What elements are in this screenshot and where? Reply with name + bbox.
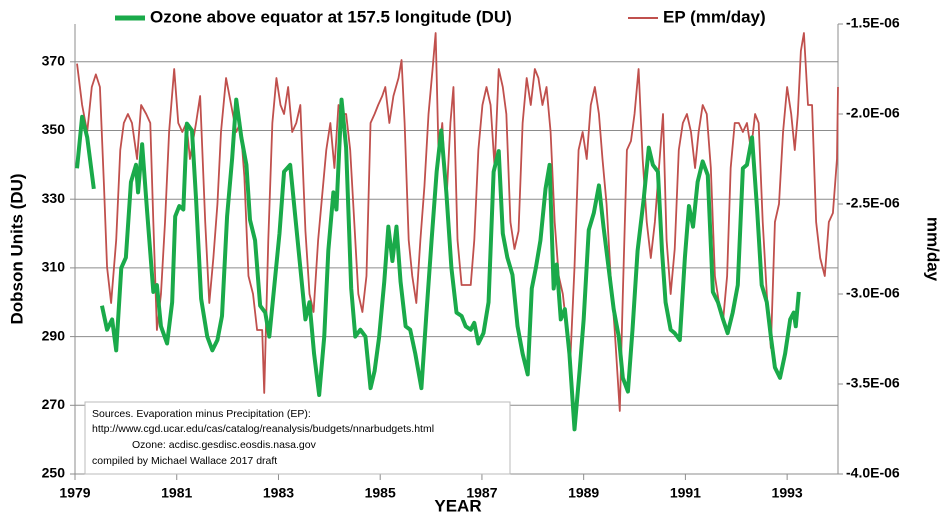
y-axis-label: Dobson Units (DU) bbox=[7, 173, 26, 324]
legend-label: EP (mm/day) bbox=[663, 7, 766, 26]
x-tick-label: 1993 bbox=[772, 485, 803, 501]
x-tick-label: 1985 bbox=[365, 485, 396, 501]
annotation: Ozone: acdisc.gesdisc.eosdis.nasa.gov bbox=[132, 439, 317, 451]
y-tick-label: 330 bbox=[42, 190, 66, 206]
y2-tick-label: -2.0E-06 bbox=[846, 105, 900, 121]
y-tick-label: 290 bbox=[42, 327, 66, 343]
annotation: compiled by Michael Wallace 2017 draft bbox=[92, 455, 277, 467]
x-tick-label: 1987 bbox=[466, 485, 497, 501]
series-line bbox=[75, 97, 801, 432]
y2-tick-label: -3.5E-06 bbox=[846, 375, 900, 391]
y-tick-label: 350 bbox=[42, 121, 66, 137]
legend-label: Ozone above equator at 157.5 longitude (… bbox=[150, 7, 512, 26]
y-tick-label: 310 bbox=[42, 259, 66, 275]
annotation: http://www.cgd.ucar.edu/cas/catalog/rean… bbox=[92, 423, 434, 435]
series-line bbox=[76, 32, 839, 412]
y-tick-label: 270 bbox=[42, 396, 66, 412]
y2-tick-label: -2.5E-06 bbox=[846, 195, 900, 211]
y2-tick-label: -4.0E-06 bbox=[846, 465, 900, 481]
x-tick-label: 1989 bbox=[568, 485, 599, 501]
x-tick-label: 1983 bbox=[263, 485, 294, 501]
annotation: Sources. Evaporation minus Precipitation… bbox=[92, 408, 311, 420]
x-tick-label: 1981 bbox=[161, 485, 192, 501]
annotation-box bbox=[84, 401, 511, 475]
y2-tick-label: -3.0E-06 bbox=[846, 285, 900, 301]
x-tick-label: 1991 bbox=[670, 485, 701, 501]
y-tick-label: 370 bbox=[42, 52, 66, 68]
y2-tick-label: -1.5E-06 bbox=[846, 15, 900, 31]
y-tick-label: 250 bbox=[42, 465, 66, 481]
x-axis-label: YEAR bbox=[434, 496, 481, 515]
y2-axis-label: mm/day bbox=[924, 217, 943, 282]
x-tick-label: 1979 bbox=[59, 485, 90, 501]
